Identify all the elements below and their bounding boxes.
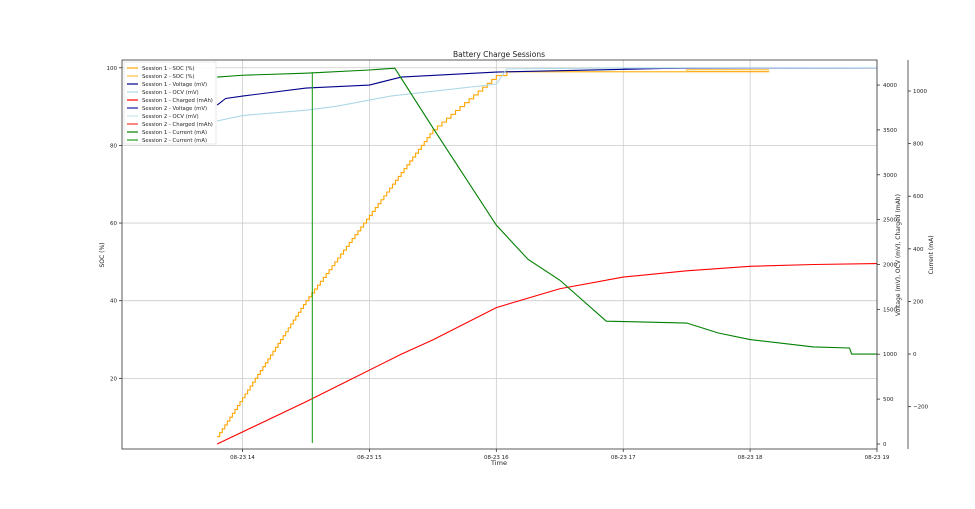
x-tick-label: 08-23 19 xyxy=(865,455,890,461)
ma-tick-label: 200 xyxy=(913,299,924,305)
soc-tick-label: 100 xyxy=(107,66,118,72)
legend-label: Session 1 - Current (mA) xyxy=(142,130,207,136)
legend-label: Session 1 - Charged (mAh) xyxy=(142,98,213,104)
mv-tick-label: 3500 xyxy=(883,128,897,134)
ma-axis-label: Current (mA) xyxy=(928,235,935,274)
ma-tick-label: 800 xyxy=(913,142,924,148)
x-axis-label: Time xyxy=(490,459,507,467)
legend-label: Session 2 - Charged (mAh) xyxy=(142,122,213,128)
ma-tick-label: 400 xyxy=(913,247,924,253)
soc-tick-label: 60 xyxy=(110,221,117,227)
mv-tick-label: 500 xyxy=(883,397,894,403)
series-line-3 xyxy=(217,66,878,122)
series-line-2 xyxy=(216,66,878,106)
x-tick-label: 08-23 16 xyxy=(484,455,509,461)
ma-tick-label: 600 xyxy=(913,194,924,200)
legend-label: Session 1 - SOC (%) xyxy=(142,66,195,72)
mv-tick-label: 3000 xyxy=(883,173,897,179)
ma-tick-label: −200 xyxy=(913,405,929,411)
series-line-0 xyxy=(217,71,770,438)
x-tick-label: 08-23 17 xyxy=(611,455,636,461)
chart-title: Battery Charge Sessions xyxy=(453,50,545,59)
soc-tick-label: 40 xyxy=(110,299,117,305)
legend-label: Session 1 - OCV (mV) xyxy=(142,90,199,96)
legend-label: Session 1 - Voltage (mV) xyxy=(142,82,207,88)
legend: Session 1 - SOC (%) Session 2 - SOC (%) Se… xyxy=(123,61,217,145)
mv-tick-label: 2000 xyxy=(883,263,897,269)
ma-tick-label: 1000 xyxy=(913,89,927,95)
x-tick-label: 08-23 18 xyxy=(738,455,763,461)
legend-label: Session 2 - Voltage (mV) xyxy=(142,106,207,112)
series-line-1 xyxy=(506,69,770,73)
mv-tick-label: 2500 xyxy=(883,218,897,224)
x-tick-label: 08-23 15 xyxy=(357,455,382,461)
legend-label: Session 2 - OCV (mV) xyxy=(142,114,199,120)
x-tick-label: 08-23 14 xyxy=(230,455,255,461)
plot-frame xyxy=(121,59,878,450)
soc-axis-label: SOC (%) xyxy=(99,242,106,267)
legend-label: Session 2 - Current (mA) xyxy=(142,138,207,144)
series-line-4 xyxy=(216,263,878,445)
soc-tick-label: 80 xyxy=(110,143,117,149)
series-line-6 xyxy=(623,66,878,69)
legend-box xyxy=(123,61,217,145)
mv-tick-label: 4000 xyxy=(883,83,897,89)
mv-tick-label: 0 xyxy=(883,442,887,448)
mv-axis-label: Voltage (mV), OCV (mV), Charged (mAh) xyxy=(895,194,902,316)
ma-tick-label: 0 xyxy=(913,352,917,358)
soc-tick-label: 20 xyxy=(110,376,117,382)
mv-tick-label: 1500 xyxy=(883,307,897,313)
mv-tick-label: 1000 xyxy=(883,352,897,358)
series-line-8 xyxy=(217,67,877,355)
legend-label: Session 2 - SOC (%) xyxy=(142,74,195,80)
